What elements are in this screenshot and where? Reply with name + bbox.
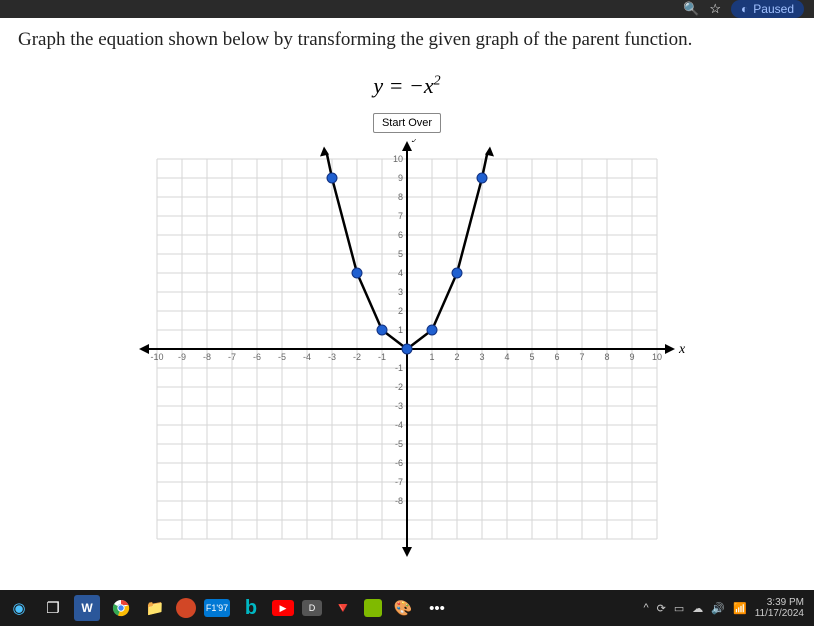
star-icon[interactable]: ☆ — [709, 1, 721, 17]
cortana-icon[interactable]: ◉ — [6, 595, 32, 621]
windows-taskbar: ◉ ❐ W 📁 F1'97 b ▶ D 🔻 🎨 ••• ^ ⟳ ▭ ☁ 🔊 📶 … — [0, 590, 814, 626]
equation-var: x — [424, 73, 434, 98]
graph-container: -10 -9 -8 -7 -6 -5 -4 -3 -2 -1 1 2 3 4 5 6 7 8 9 10 10 9 8 7 6 5 4… — [18, 139, 796, 559]
chrome-icon[interactable] — [108, 595, 134, 621]
app-icon[interactable]: F1'97 — [204, 599, 230, 617]
svg-text:7: 7 — [398, 211, 403, 221]
svg-text:-6: -6 — [395, 458, 403, 468]
date-text: 11/17/2024 — [755, 608, 804, 619]
svg-text:-9: -9 — [178, 352, 186, 362]
svg-text:-7: -7 — [395, 477, 403, 487]
svg-text:-1: -1 — [378, 352, 386, 362]
svg-text:-5: -5 — [395, 439, 403, 449]
battery-icon[interactable]: ▭ — [674, 602, 684, 615]
svg-text:x: x — [678, 342, 686, 357]
svg-text:6: 6 — [398, 230, 403, 240]
svg-text:10: 10 — [652, 352, 662, 362]
app2-icon[interactable]: D — [302, 600, 322, 616]
powerpoint-icon[interactable] — [176, 598, 196, 618]
svg-text:9: 9 — [629, 352, 634, 362]
zoom-icon[interactable]: 🔍 — [683, 1, 699, 17]
svg-text:-8: -8 — [203, 352, 211, 362]
svg-text:3: 3 — [398, 287, 403, 297]
svg-text:5: 5 — [529, 352, 534, 362]
profile-icon: ◐ — [741, 2, 748, 16]
refresh-icon[interactable]: ⟳ — [657, 602, 666, 615]
svg-text:4: 4 — [398, 268, 403, 278]
svg-text:-10: -10 — [150, 352, 163, 362]
paused-label: Paused — [753, 2, 794, 16]
svg-text:1: 1 — [429, 352, 434, 362]
taskbar-left: ◉ ❐ W 📁 F1'97 b ▶ D 🔻 🎨 ••• — [6, 595, 450, 621]
page-content: Graph the equation shown below by transf… — [0, 18, 814, 590]
svg-text:-2: -2 — [353, 352, 361, 362]
problem-instruction: Graph the equation shown below by transf… — [18, 26, 796, 55]
svg-text:3: 3 — [479, 352, 484, 362]
taskbar-right: ^ ⟳ ▭ ☁ 🔊 📶 3:39 PM 11/17/2024 — [643, 597, 808, 619]
youtube-icon[interactable]: ▶ — [272, 600, 294, 616]
equation-eq: = — [383, 73, 409, 98]
time-text: 3:39 PM — [755, 597, 804, 608]
bing-icon[interactable]: b — [238, 595, 264, 621]
svg-text:8: 8 — [604, 352, 609, 362]
svg-text:-6: -6 — [253, 352, 261, 362]
svg-text:8: 8 — [398, 192, 403, 202]
svg-text:9: 9 — [398, 173, 403, 183]
svg-text:2: 2 — [398, 306, 403, 316]
svg-text:-5: -5 — [278, 352, 286, 362]
paused-badge[interactable]: ◐ Paused — [731, 0, 804, 18]
svg-text:-4: -4 — [303, 352, 311, 362]
equation: y = −x2 — [18, 73, 796, 99]
wifi-icon[interactable]: 📶 — [733, 602, 747, 615]
more-icon[interactable]: ••• — [424, 595, 450, 621]
steam-icon[interactable]: 🔻 — [330, 595, 356, 621]
svg-text:-3: -3 — [395, 401, 403, 411]
svg-text:2: 2 — [454, 352, 459, 362]
equation-lhs: y — [373, 73, 383, 98]
clock[interactable]: 3:39 PM 11/17/2024 — [755, 597, 808, 619]
svg-text:7: 7 — [579, 352, 584, 362]
svg-text:-2: -2 — [395, 382, 403, 392]
coordinate-graph[interactable]: -10 -9 -8 -7 -6 -5 -4 -3 -2 -1 1 2 3 4 5 6 7 8 9 10 10 9 8 7 6 5 4… — [127, 139, 687, 559]
svg-text:6: 6 — [554, 352, 559, 362]
volume-icon[interactable]: 🔊 — [711, 602, 725, 615]
svg-text:-8: -8 — [395, 496, 403, 506]
svg-text:10: 10 — [393, 154, 403, 164]
task-view-icon[interactable]: ❐ — [40, 595, 66, 621]
cloud-icon[interactable]: ☁ — [692, 602, 703, 615]
svg-text:-4: -4 — [395, 420, 403, 430]
browser-toolbar: 🔍 ☆ ◐ Paused — [0, 0, 814, 18]
start-over-button[interactable]: Start Over — [373, 113, 441, 133]
explorer-icon[interactable]: 📁 — [142, 595, 168, 621]
svg-text:4: 4 — [504, 352, 509, 362]
chevron-up-icon[interactable]: ^ — [643, 602, 648, 614]
word-icon[interactable]: W — [74, 595, 100, 621]
svg-text:1: 1 — [398, 325, 403, 335]
app3-icon[interactable] — [364, 599, 382, 617]
svg-text:y: y — [411, 139, 420, 143]
svg-text:5: 5 — [398, 249, 403, 259]
svg-text:-3: -3 — [328, 352, 336, 362]
svg-text:-1: -1 — [395, 363, 403, 373]
copilot-icon[interactable]: 🎨 — [390, 595, 416, 621]
svg-text:-7: -7 — [228, 352, 236, 362]
equation-exp: 2 — [434, 73, 441, 88]
equation-sign: − — [409, 73, 424, 98]
